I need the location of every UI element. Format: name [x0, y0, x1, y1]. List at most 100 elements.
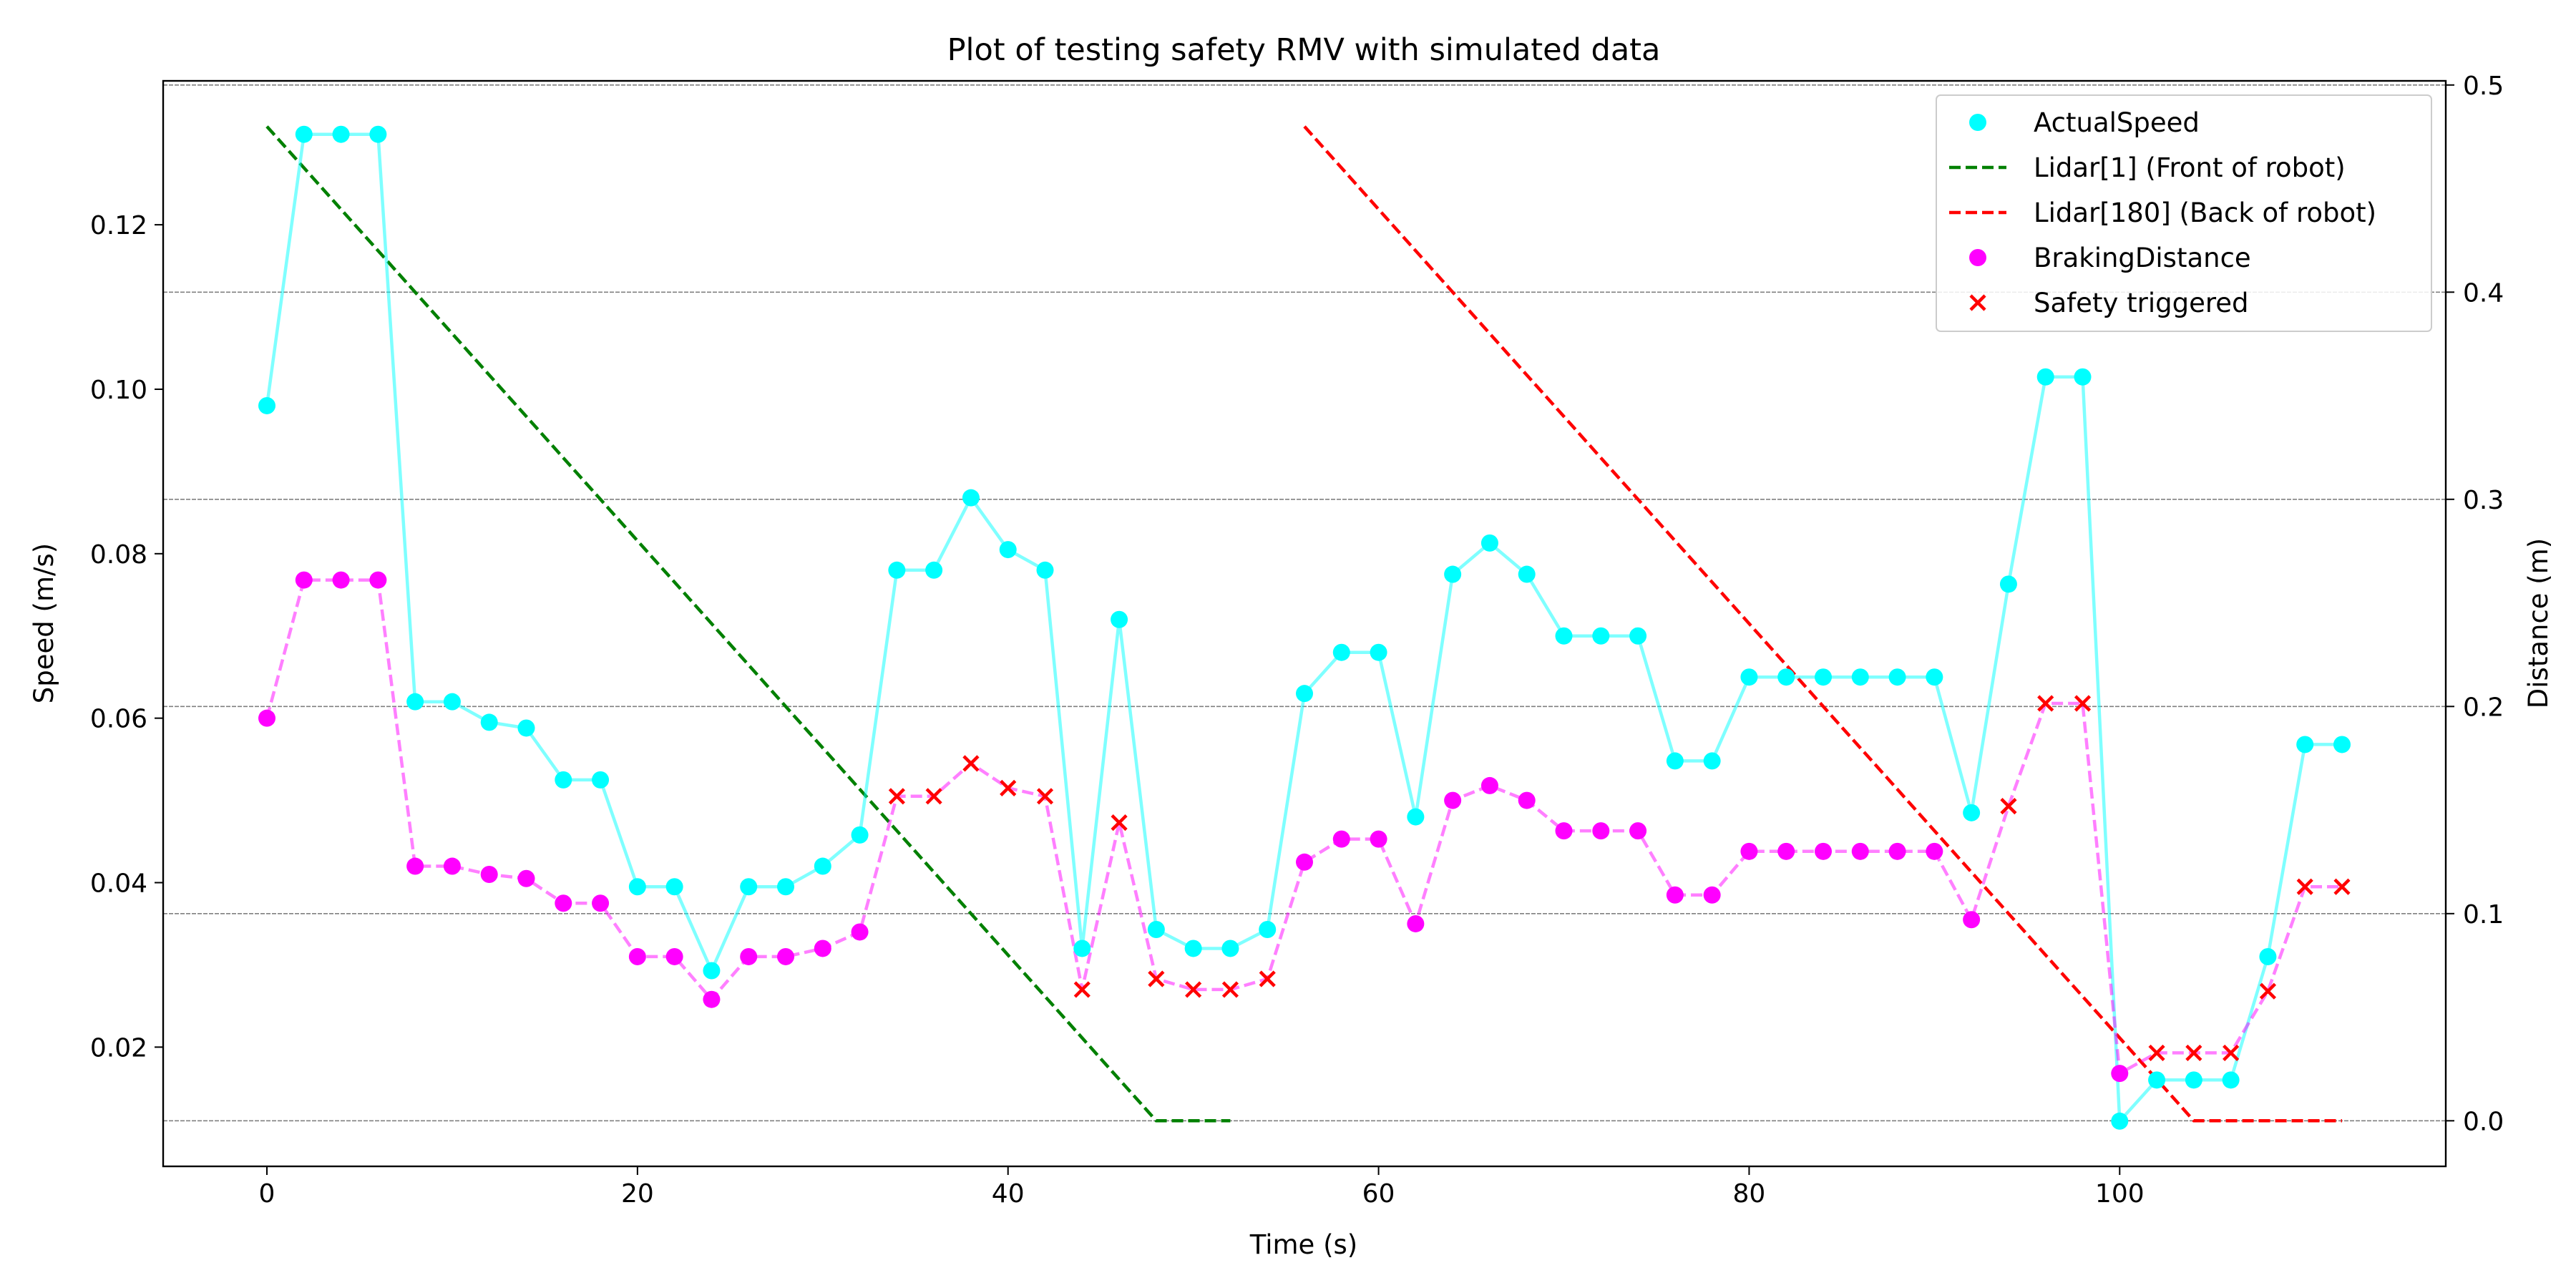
actual-speed-point — [2036, 368, 2054, 386]
safety-triggered-marker — [1000, 779, 1017, 796]
x-tick-label: 60 — [1362, 1179, 1395, 1209]
actual-speed-point — [1629, 627, 1647, 645]
actual-speed-point — [2259, 947, 2277, 965]
safety-triggered-marker — [2000, 798, 2017, 815]
braking-distance-point — [443, 857, 461, 875]
legend-label: BrakingDistance — [2034, 243, 2251, 273]
legend-box — [1936, 94, 2432, 332]
braking-distance-point — [1592, 822, 1610, 840]
grid-lines — [163, 84, 2446, 1122]
actual-speed-point — [1221, 940, 1239, 957]
safety-triggered-marker — [888, 788, 905, 805]
braking-distance-point — [1963, 911, 1981, 929]
safety-triggered-marker — [2148, 1044, 2165, 1061]
actual-speed-point — [517, 719, 535, 737]
braking-distance-point — [1666, 886, 1684, 904]
actual-speed-point — [2333, 736, 2351, 753]
actual-speed-point — [1555, 627, 1573, 645]
safety-triggered-marker — [2296, 878, 2313, 895]
actual-speed-point — [814, 857, 831, 875]
braking-distance-point — [406, 857, 424, 875]
braking-distance-point — [1407, 914, 1425, 932]
braking-distance-point — [703, 990, 721, 1008]
braking-distance-point — [777, 947, 794, 965]
actual-speed-point — [851, 826, 869, 844]
safety-triggered-marker — [1221, 981, 1239, 998]
actual-speed-point — [1332, 643, 1350, 661]
y2-tick-label: 0.5 — [2463, 72, 2504, 101]
safety-triggered-marker — [2333, 878, 2351, 895]
actual-speed-point — [2222, 1071, 2240, 1089]
braking-distance-point — [517, 869, 535, 887]
braking-distance-point — [851, 923, 869, 941]
braking-distance-point — [814, 940, 831, 957]
actual-speed-point — [1592, 627, 1610, 645]
y-axis-label: Speed (m/s) — [29, 543, 59, 703]
actual-speed-point — [1036, 561, 1054, 579]
actual-speed-point — [999, 541, 1017, 559]
legend-marker-safety-triggered — [1969, 294, 1986, 311]
actual-speed-point — [406, 693, 424, 711]
y-tick-label: 0.06 — [90, 705, 147, 734]
plot-area — [258, 125, 2351, 1130]
actual-speed-point — [2185, 1071, 2202, 1089]
y2-tick-label: 0.1 — [2463, 900, 2504, 930]
actual-speed-point — [555, 771, 572, 789]
actual-speed-point — [295, 125, 313, 143]
safety-triggered-marker — [962, 755, 980, 772]
braking-distance-point — [480, 866, 498, 884]
safety-triggered-marker — [1259, 970, 1276, 987]
actual-speed-point — [628, 878, 646, 896]
braking-distance-point — [2111, 1065, 2129, 1083]
safety-triggered-marker — [1148, 970, 1165, 987]
safety-triggered-marker — [1073, 981, 1091, 998]
actual-speed-point — [1073, 940, 1091, 957]
actual-speed-point — [925, 561, 943, 579]
plot-frame — [162, 79, 2447, 1168]
actual-speed-point — [369, 125, 387, 143]
actual-speed-point — [665, 878, 683, 896]
braking-distance-point — [1518, 791, 1536, 809]
actual-speed-point — [2111, 1112, 2129, 1130]
legend-label: ActualSpeed — [2034, 107, 2200, 138]
legend: ActualSpeed Lidar[1] (Front of robot) Lida… — [1936, 94, 2432, 332]
braking-distance-point — [1296, 853, 1313, 871]
actual-speed-point — [1296, 685, 1313, 703]
y-tick-label: 0.02 — [90, 1033, 147, 1063]
actual-speed-point — [1815, 668, 1832, 686]
actual-speed-point — [332, 125, 350, 143]
actual-speed-point — [962, 489, 980, 507]
safety-triggered-marker — [2185, 1044, 2202, 1061]
actual-speed-point — [777, 878, 794, 896]
braking-distance-point — [1703, 886, 1721, 904]
actual-speed-point — [1147, 921, 1165, 939]
actual-speed-point — [1407, 808, 1425, 826]
braking-distance-point — [369, 571, 387, 589]
y2-tick-label: 0.0 — [2463, 1107, 2504, 1136]
actual-speed-point — [1111, 610, 1128, 628]
braking-distance-point — [592, 894, 610, 912]
braking-distance-point — [1370, 830, 1387, 848]
axes: 0 20 40 60 80 100 0.02 0.04 0.06 0.08 0.10 0.12 0.0 0… — [90, 72, 2504, 1209]
y-tick-label: 0.04 — [90, 869, 147, 899]
actual-speed-point — [258, 396, 275, 414]
x-tick-label: 80 — [1733, 1179, 1766, 1209]
actual-speed-point — [1444, 565, 1462, 583]
x-tick-label: 40 — [992, 1179, 1025, 1209]
y-tick-label: 0.08 — [90, 540, 147, 570]
legend-label: Lidar[1] (Front of robot) — [2034, 152, 2346, 183]
x-tick-label: 100 — [2095, 1179, 2145, 1209]
actual-speed-point — [443, 693, 461, 711]
actual-speed-point — [1184, 940, 1202, 957]
braking-distance-point — [555, 894, 572, 912]
actual-speed-point — [703, 962, 721, 980]
braking-distance-point — [740, 947, 758, 965]
y2-tick-label: 0.3 — [2463, 486, 2504, 515]
x-tick-label: 20 — [621, 1179, 654, 1209]
actual-speed-point — [1777, 668, 1795, 686]
braking-distance-point — [1480, 776, 1498, 794]
y2-tick-label: 0.4 — [2463, 278, 2504, 308]
safety-triggered-marker — [925, 788, 942, 805]
chart-title: Plot of testing safety RMV with simulate… — [947, 32, 1661, 68]
